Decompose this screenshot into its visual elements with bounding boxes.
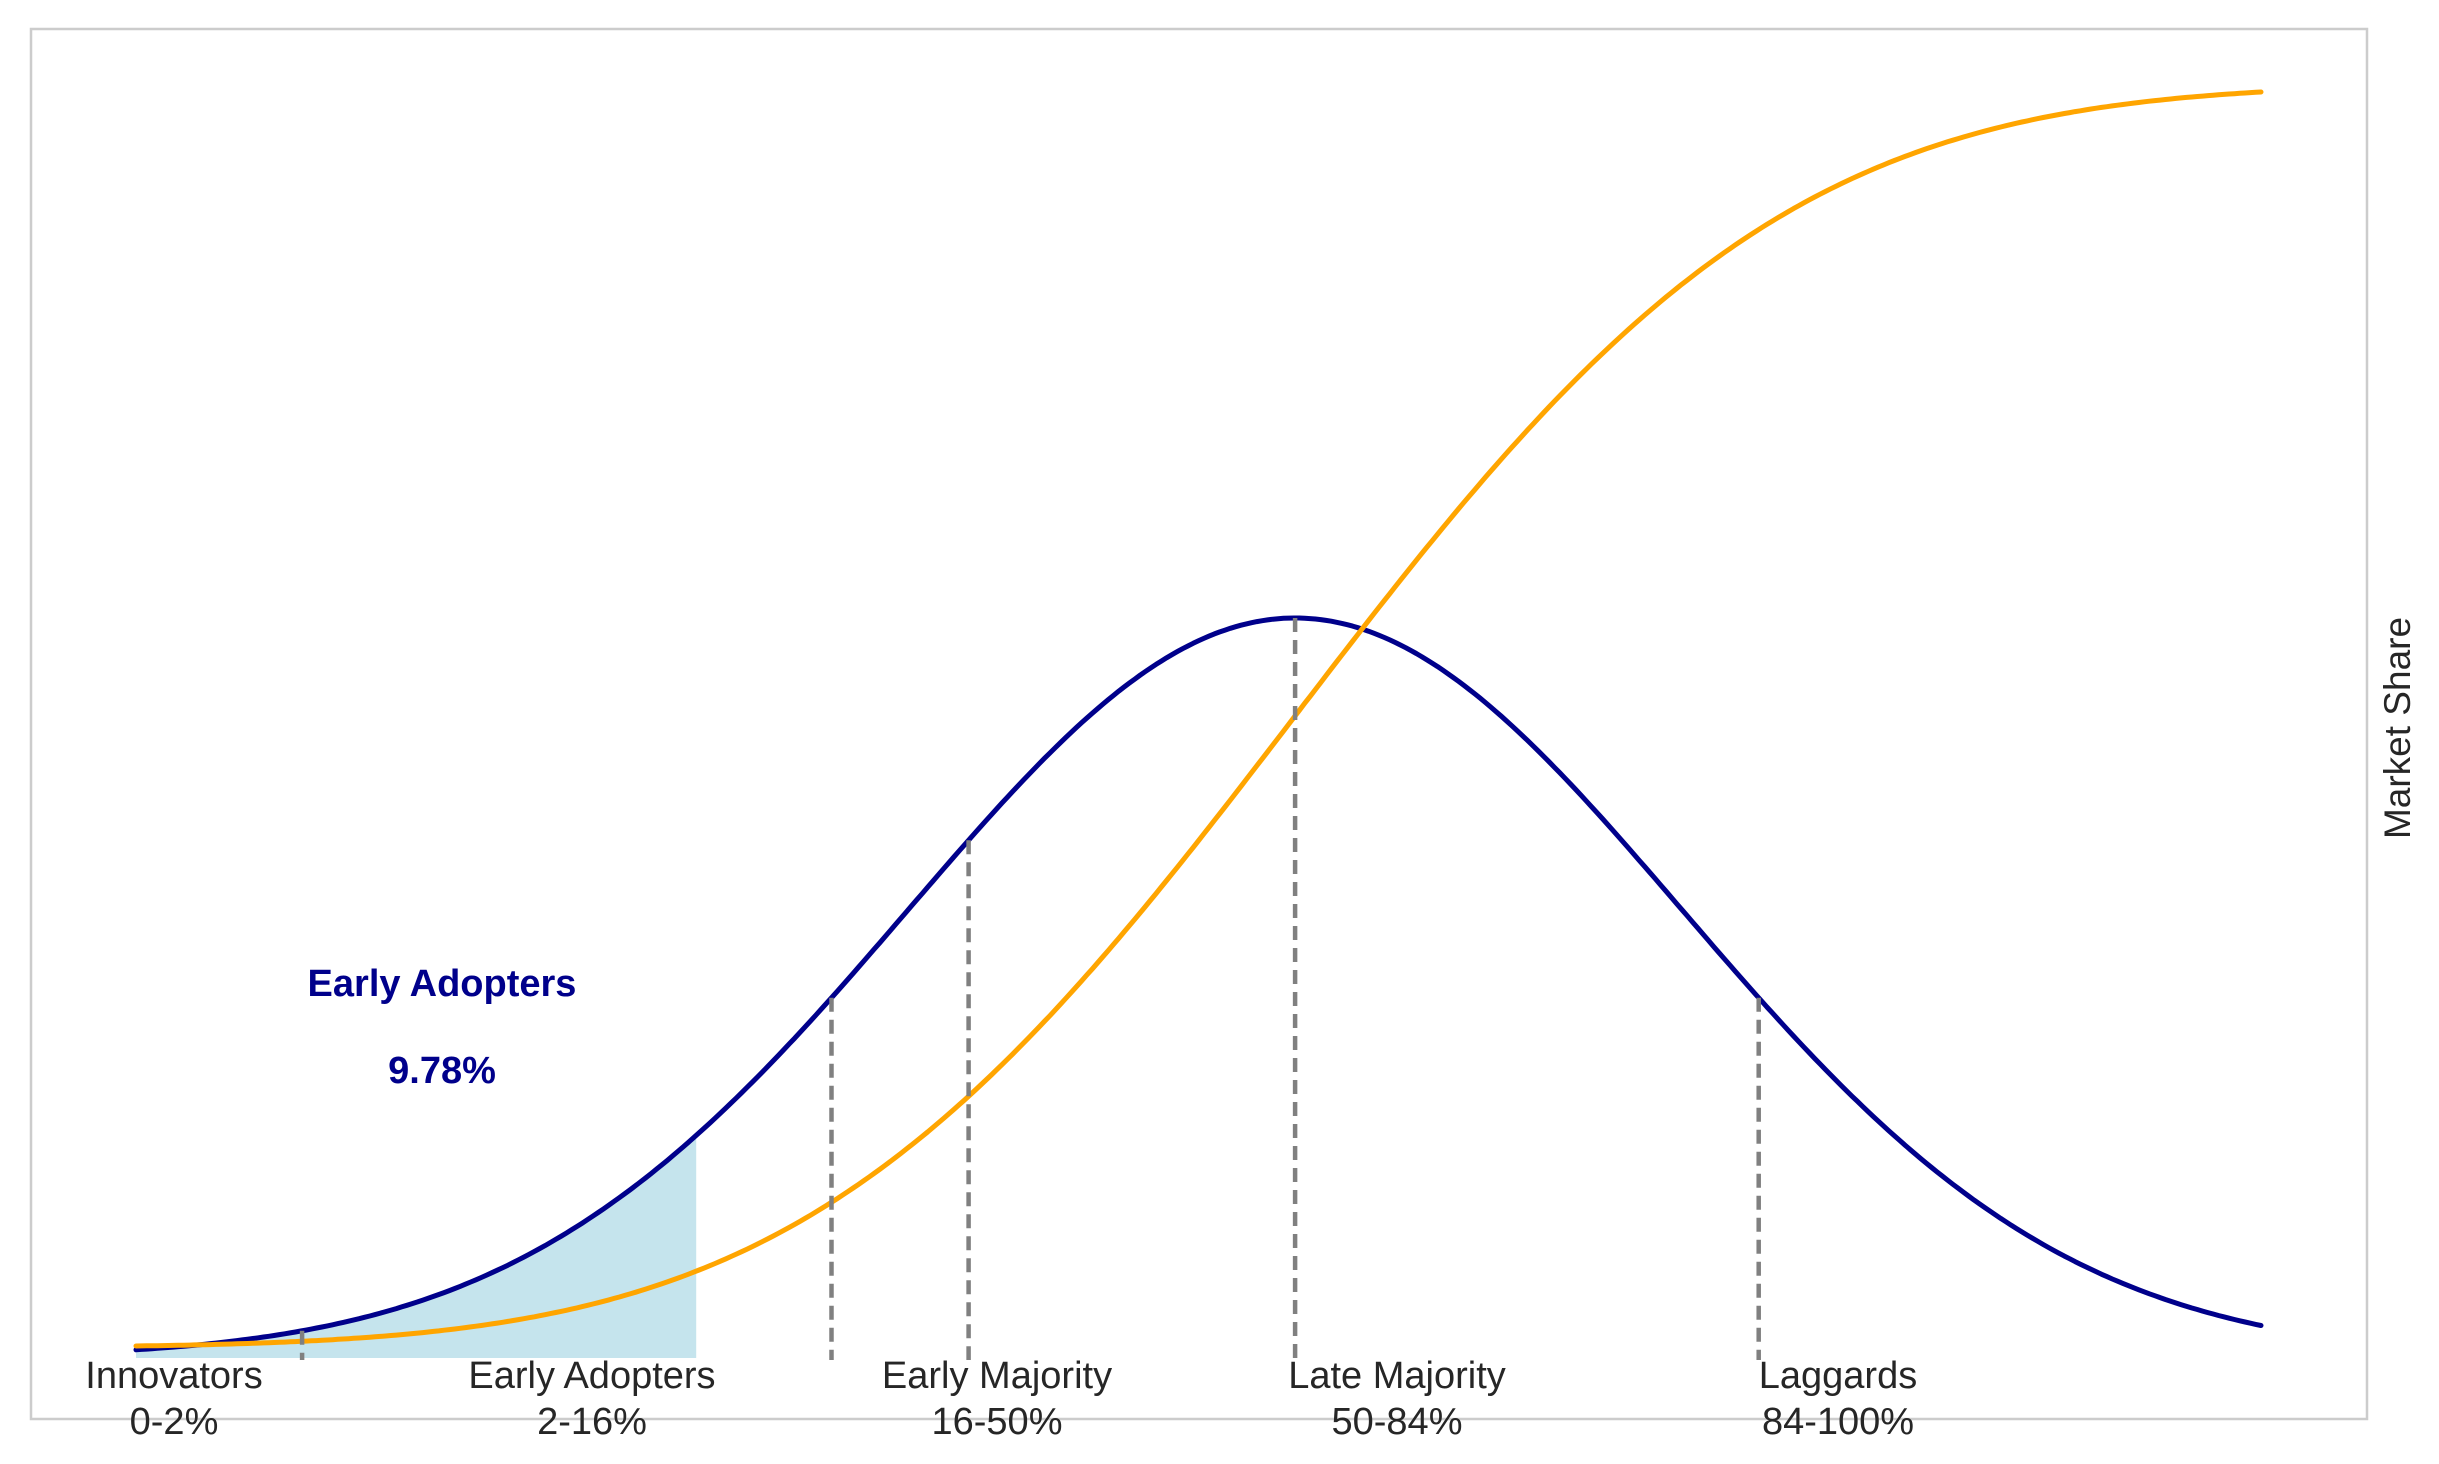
- segment-range: 50-84%: [1332, 1401, 1463, 1443]
- segment-name: Laggards: [1759, 1355, 1917, 1397]
- segment-name: Early Majority: [882, 1355, 1112, 1397]
- highlight-area: [136, 1135, 697, 1358]
- highlight-value: 9.78%: [388, 1050, 496, 1092]
- segment-range: 84-100%: [1762, 1401, 1914, 1443]
- segment-name: Late Majority: [1288, 1355, 1506, 1397]
- highlight-name: Early Adopters: [308, 963, 577, 1005]
- plot-frame: [29, 27, 2369, 1421]
- s-curve-line: [133, 89, 2264, 1349]
- curve-layer: [133, 89, 2264, 1353]
- bell-curve-line: [133, 615, 2264, 1353]
- segment-range: 0-2%: [130, 1401, 219, 1443]
- segment-name: Innovators: [85, 1355, 262, 1397]
- segment-name: Early Adopters: [468, 1355, 715, 1397]
- highlight-layer: [136, 1135, 697, 1358]
- y-axis-label: Market Share: [2377, 617, 2418, 839]
- segment-range: 2-16%: [537, 1401, 647, 1443]
- segment-range: 16-50%: [932, 1401, 1063, 1443]
- boundary-layer: [299, 618, 1761, 1360]
